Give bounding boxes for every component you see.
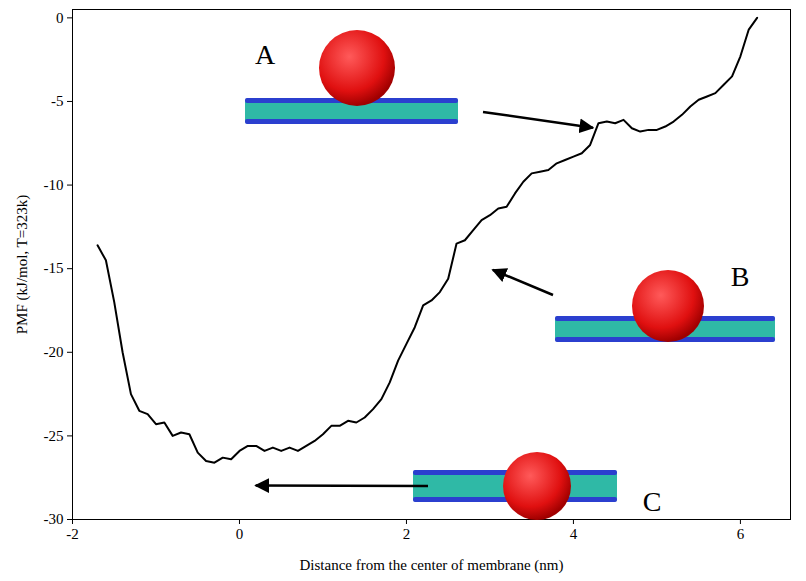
svg-text:C: C xyxy=(643,486,662,517)
svg-text:-2: -2 xyxy=(66,526,79,542)
svg-text:-5: -5 xyxy=(51,93,64,109)
svg-text:A: A xyxy=(255,39,276,70)
svg-text:6: 6 xyxy=(737,526,745,542)
svg-text:B: B xyxy=(731,261,750,292)
svg-text:-30: -30 xyxy=(44,511,64,527)
svg-text:4: 4 xyxy=(570,526,578,542)
svg-text:-25: -25 xyxy=(44,428,64,444)
svg-text:Distance from the center of me: Distance from the center of membrane (nm… xyxy=(299,557,563,574)
svg-text:2: 2 xyxy=(403,526,411,542)
svg-text:0: 0 xyxy=(56,10,64,26)
svg-text:-10: -10 xyxy=(44,177,64,193)
svg-text:0: 0 xyxy=(236,526,244,542)
svg-text:-20: -20 xyxy=(44,344,64,360)
svg-text:PMF (kJ/mol, T=323k): PMF (kJ/mol, T=323k) xyxy=(14,195,31,334)
svg-text:-15: -15 xyxy=(44,260,64,276)
